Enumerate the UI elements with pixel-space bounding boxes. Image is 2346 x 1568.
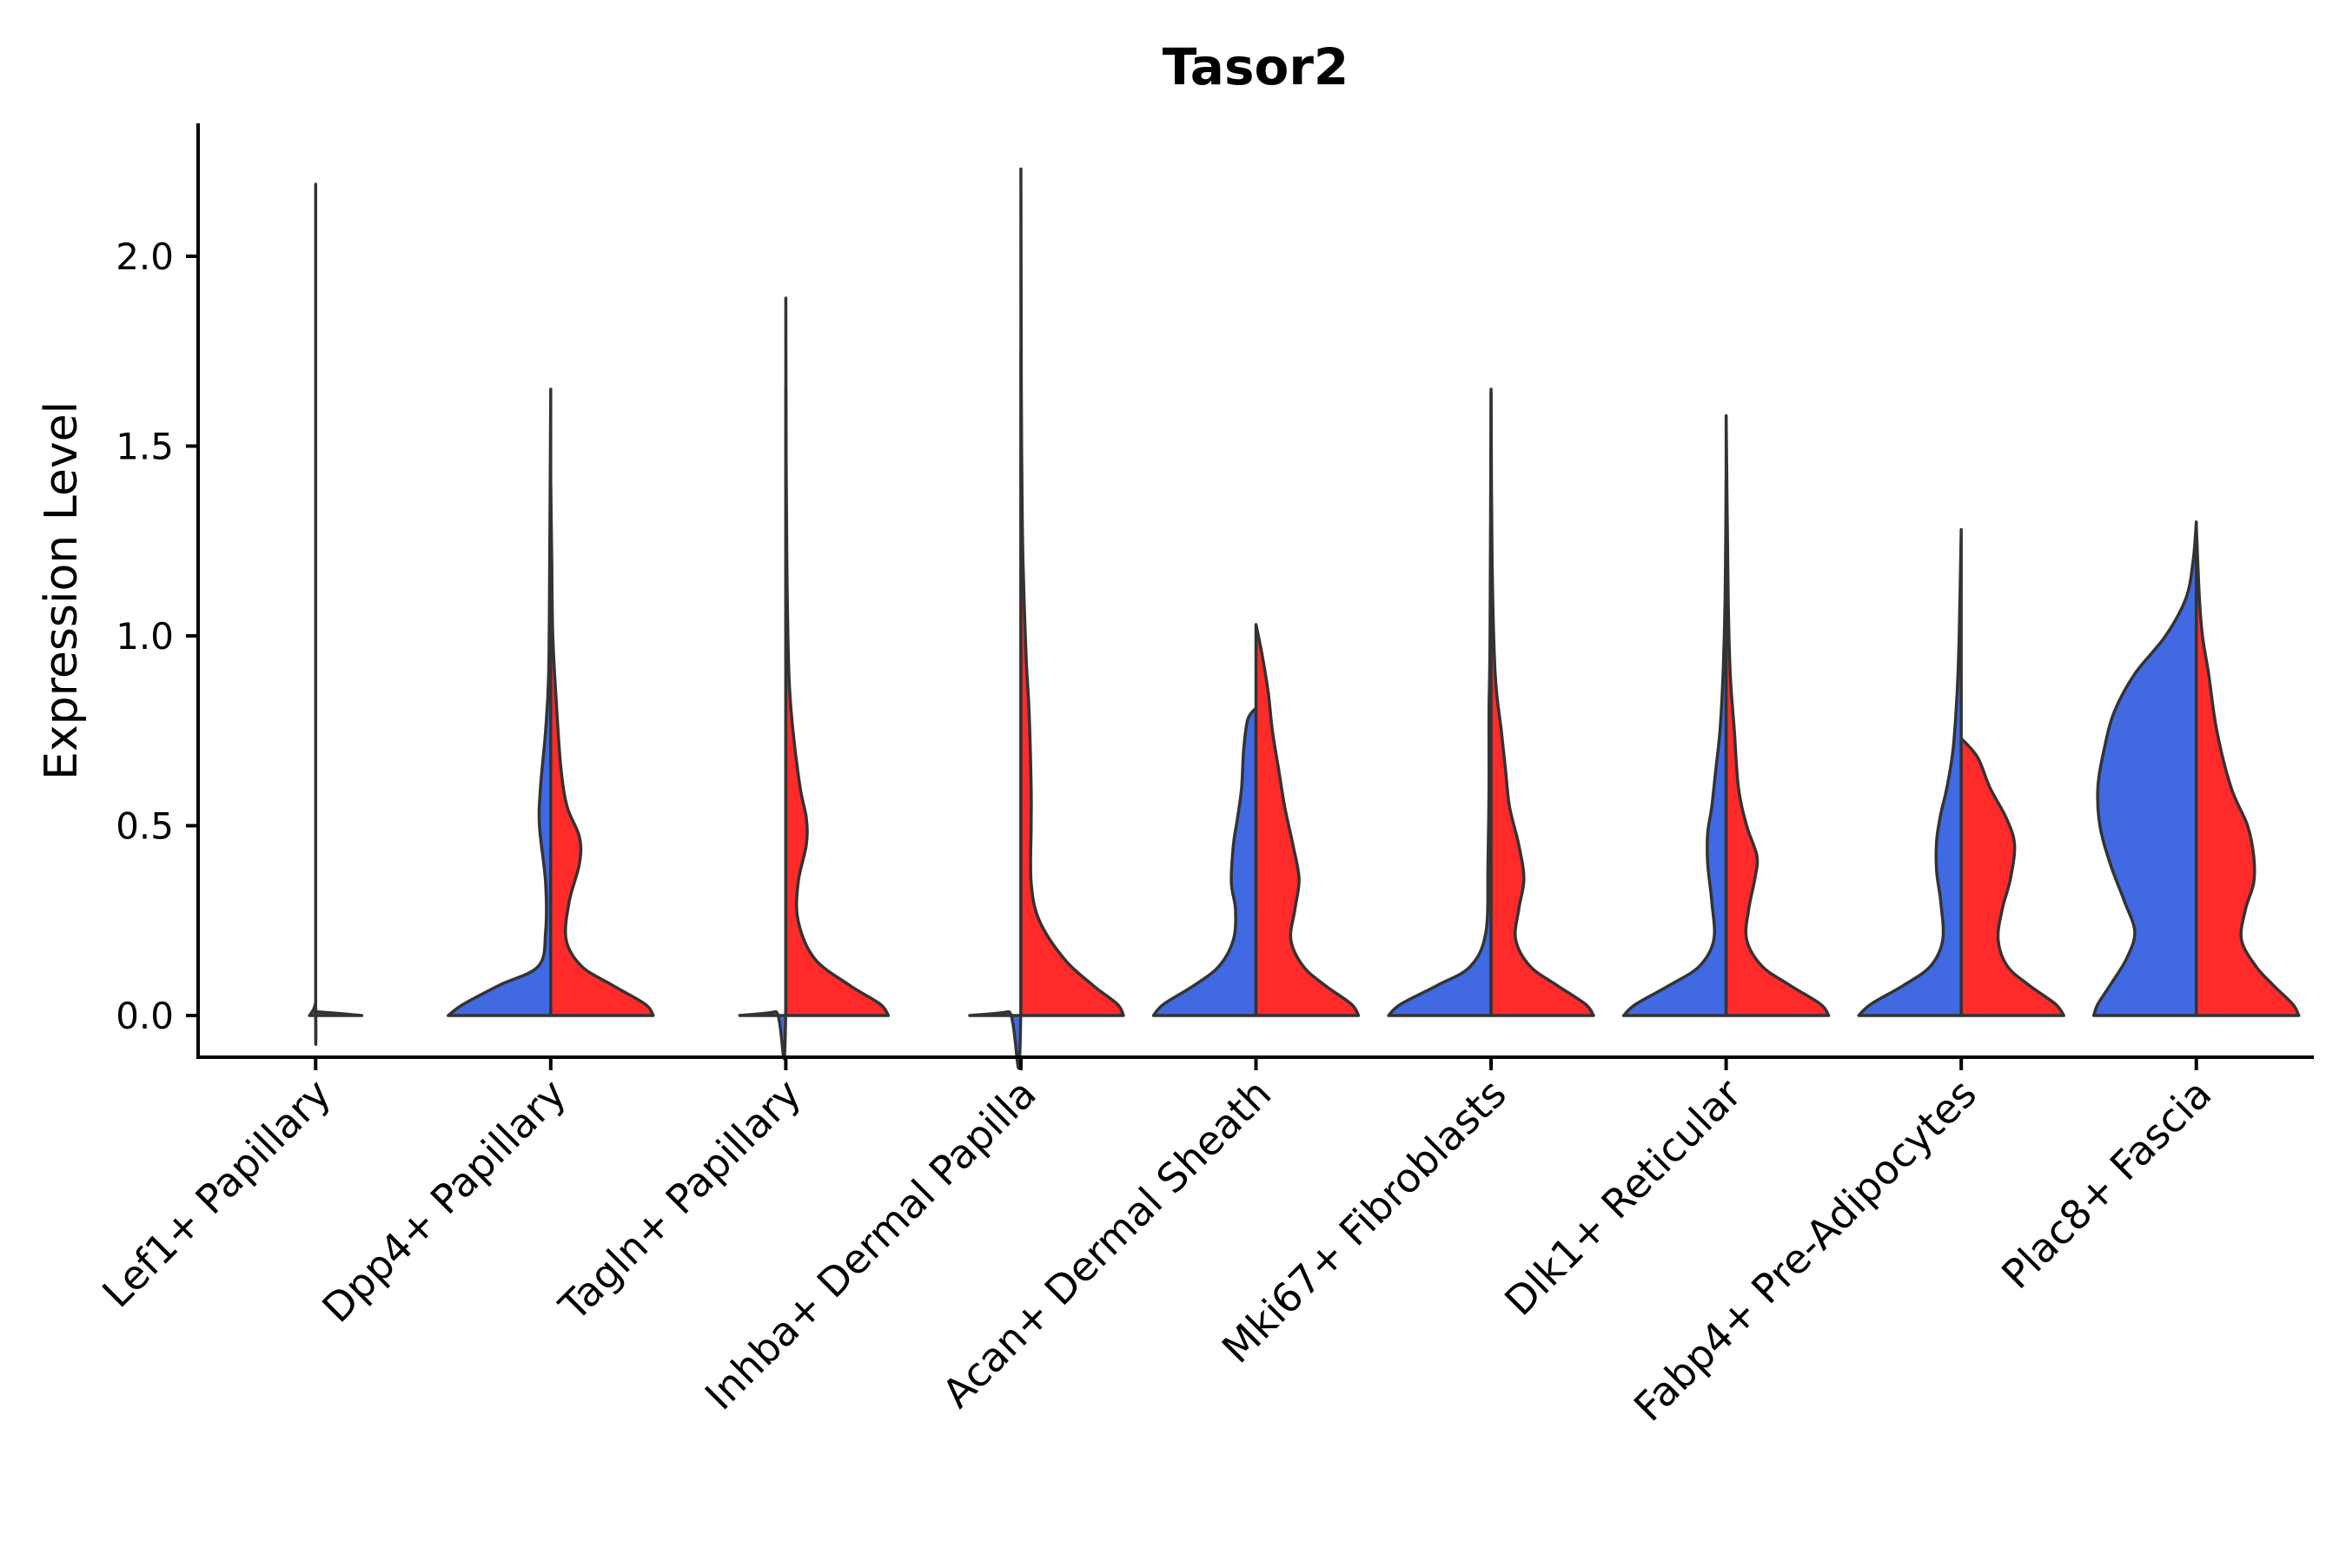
violin-half-left: [1857, 527, 1963, 1017]
violin-inhba-dermal-papilla: [968, 167, 1125, 1070]
violin-half-right: [1254, 623, 1361, 1017]
violin-half-right: [1019, 349, 1125, 1017]
violin-half-left: [1621, 479, 1728, 1017]
y-axis-label: Expression Level: [36, 401, 88, 780]
violin-half-left: [308, 182, 318, 1046]
y-tick-label: 0.5: [116, 805, 174, 848]
violin-half-left: [447, 387, 553, 1017]
violin-mki67-fibroblasts: [1387, 387, 1595, 1017]
y-tick-label: 2.0: [116, 235, 174, 278]
y-tick-label: 1.5: [116, 426, 174, 468]
violin-half-left: [968, 167, 1024, 1070]
x-tick-label: Dpp4+ Papillary: [313, 1070, 574, 1332]
x-tick-label: Dlk1+ Reticular: [1495, 1070, 1750, 1325]
violin-half-right: [784, 387, 891, 1017]
violin-lef1-papillary: [308, 182, 364, 1046]
violin-half-right: [549, 482, 655, 1017]
violin-series: [308, 167, 2301, 1070]
x-tick-label: Lef1+ Papillary: [93, 1070, 340, 1317]
violin-dlk1-reticular: [1621, 414, 1831, 1017]
violin-half-right: [1959, 737, 2065, 1017]
violin-half-left: [738, 296, 789, 1061]
violin-half-right: [314, 1009, 364, 1017]
violin-acan-dermal-sheath: [1151, 623, 1361, 1017]
violin-half-left: [1151, 706, 1258, 1017]
y-tick-label: 0.0: [116, 995, 174, 1037]
y-ticks: 0.0 0.5 1.0 1.5 2.0: [116, 235, 198, 1037]
violin-dpp4-papillary: [447, 387, 655, 1017]
x-tick-label: Plac8+ Fascia: [1992, 1070, 2220, 1298]
violin-fabp4-pre-adipocytes: [1857, 527, 2065, 1017]
x-tick-label: Tagln+ Papillary: [550, 1070, 811, 1331]
violin-half-right: [1489, 391, 1595, 1017]
chart-title: Tasor2: [1163, 37, 1349, 96]
violin-half-right: [1724, 414, 1831, 1017]
violin-half-right: [2194, 524, 2301, 1017]
y-tick-label: 1.0: [116, 615, 174, 658]
violin-plac8-fascia: [2091, 520, 2301, 1017]
violin-tagln-papillary: [738, 296, 891, 1061]
violin-half-left: [1387, 387, 1493, 1017]
violin-half-left: [2091, 520, 2198, 1017]
